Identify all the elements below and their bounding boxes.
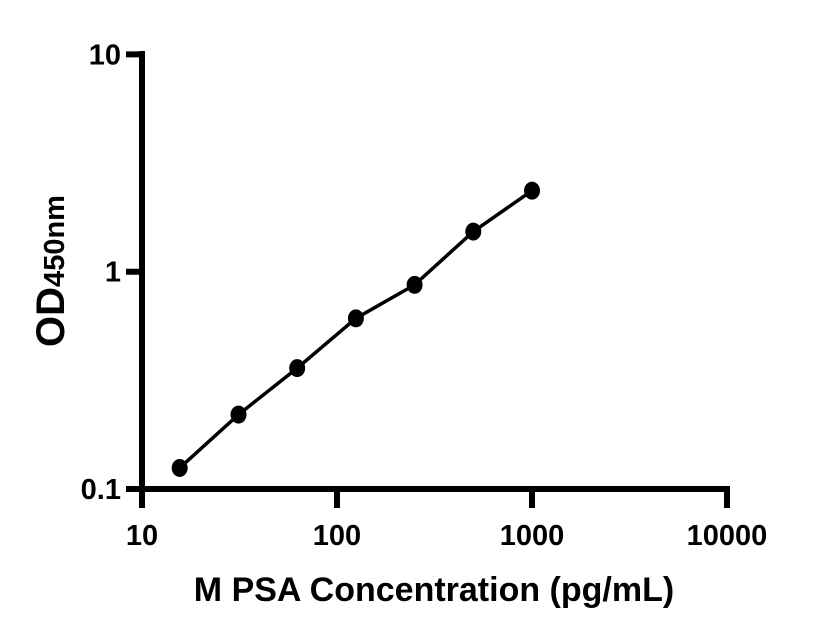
data-point-marker — [406, 275, 423, 294]
data-point-marker — [230, 405, 247, 424]
data-point-marker — [347, 309, 364, 328]
x-tick-label: 1000 — [500, 520, 565, 552]
tick-labels: 10 100 1000 10000 0.1 1 10 — [81, 39, 768, 552]
x-tick-label: 10 — [126, 520, 158, 552]
data-point-marker — [524, 181, 540, 200]
data-series — [171, 181, 540, 477]
data-point-marker — [289, 359, 306, 378]
y-axis-title-main: OD — [29, 287, 73, 347]
y-axis-title-sub: 450nm — [39, 195, 71, 287]
y-tick-label: 1 — [105, 257, 121, 289]
axes — [126, 51, 730, 508]
data-point-marker — [465, 222, 482, 241]
x-tick-label: 10000 — [687, 520, 768, 552]
y-tick-label: 10 — [89, 39, 121, 71]
data-point-marker — [171, 458, 188, 477]
y-tick-label: 0.1 — [81, 474, 121, 506]
x-axis-title: M PSA Concentration (pg/mL) — [194, 571, 674, 609]
x-tick-label: 100 — [313, 520, 361, 552]
y-axis-title: OD450nm — [29, 195, 73, 347]
